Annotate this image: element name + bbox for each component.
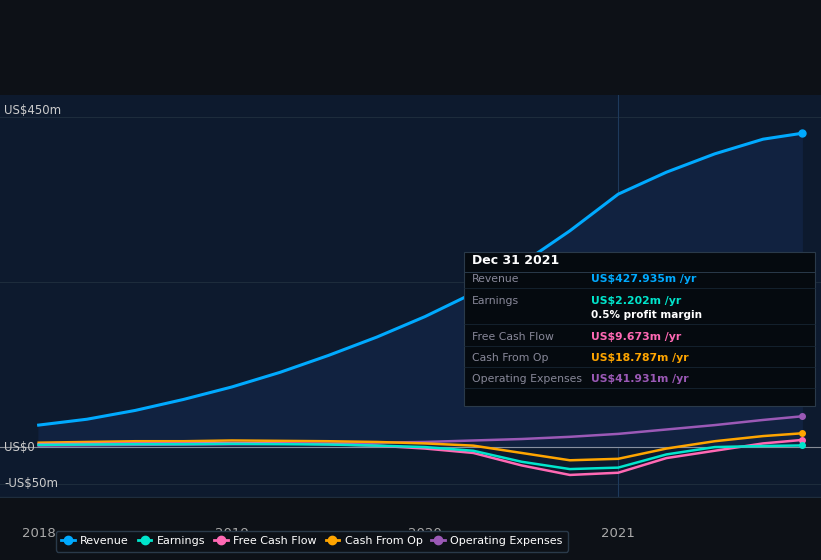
Text: US$450m: US$450m <box>4 104 62 117</box>
Text: US$2.202m /yr: US$2.202m /yr <box>591 296 681 306</box>
Text: Free Cash Flow: Free Cash Flow <box>472 332 554 342</box>
Text: Cash From Op: Cash From Op <box>472 353 548 363</box>
Text: 2019: 2019 <box>215 526 249 540</box>
Text: 2018: 2018 <box>22 526 56 540</box>
Text: 0.5% profit margin: 0.5% profit margin <box>591 310 702 320</box>
Text: 2020: 2020 <box>408 526 442 540</box>
Legend: Revenue, Earnings, Free Cash Flow, Cash From Op, Operating Expenses: Revenue, Earnings, Free Cash Flow, Cash … <box>56 530 568 552</box>
Text: US$427.935m /yr: US$427.935m /yr <box>591 274 696 284</box>
Text: Earnings: Earnings <box>472 296 519 306</box>
Text: Revenue: Revenue <box>472 274 520 284</box>
Text: US$41.931m /yr: US$41.931m /yr <box>591 374 689 384</box>
Text: Operating Expenses: Operating Expenses <box>472 374 582 384</box>
Text: US$0: US$0 <box>4 441 34 454</box>
Text: Dec 31 2021: Dec 31 2021 <box>472 254 559 267</box>
Text: US$9.673m /yr: US$9.673m /yr <box>591 332 681 342</box>
Text: -US$50m: -US$50m <box>4 477 58 490</box>
Text: US$18.787m /yr: US$18.787m /yr <box>591 353 689 363</box>
Text: 2021: 2021 <box>601 526 635 540</box>
